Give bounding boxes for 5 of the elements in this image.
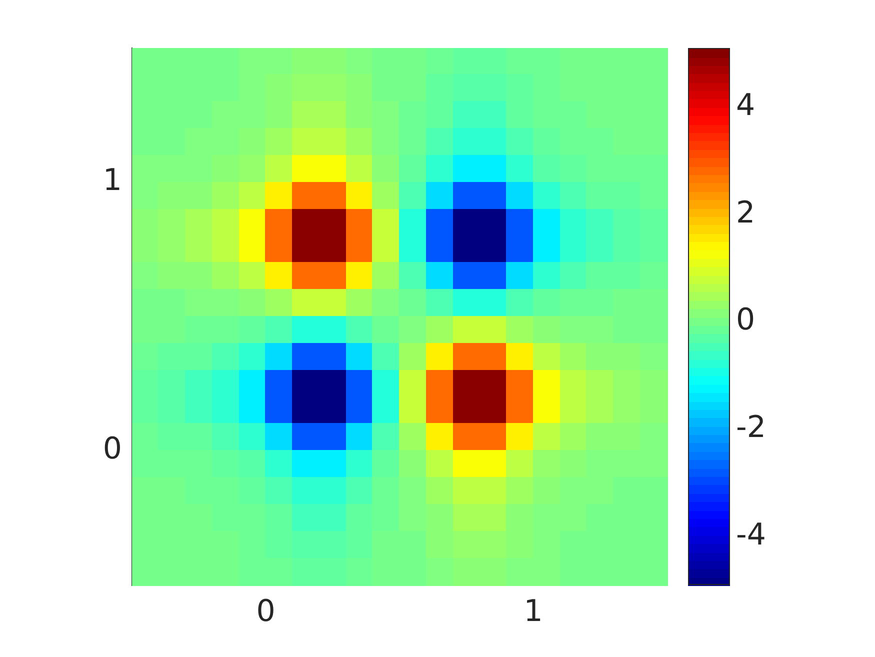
color-bar-label: 2	[736, 195, 756, 230]
color-bar-label: -4	[736, 517, 766, 552]
color-bar-label: 4	[736, 88, 756, 123]
color-bar-label: -2	[736, 410, 766, 446]
color-bar-label: 0	[736, 302, 756, 338]
